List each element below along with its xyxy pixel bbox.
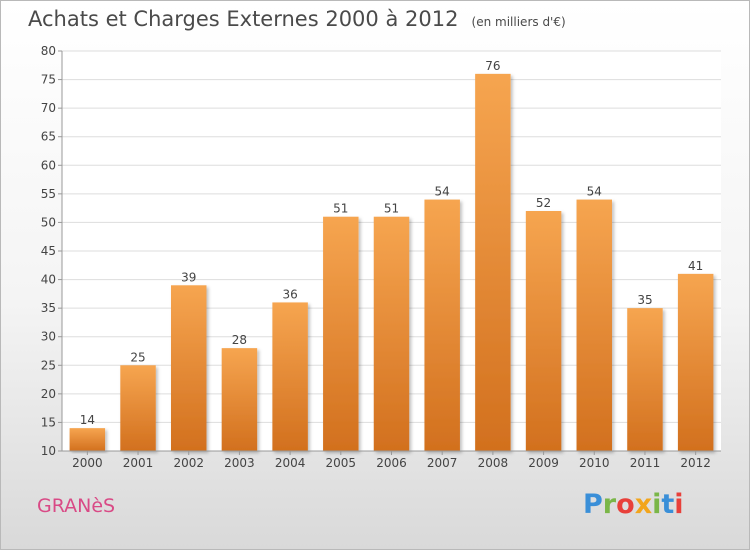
y-tick-label: 40: [41, 273, 56, 287]
value-label-2001: 25: [130, 350, 145, 364]
bar-2012: [677, 273, 714, 451]
logo-letter: t: [661, 489, 675, 520]
chart-unit: (en milliers d'€): [471, 15, 566, 29]
bar-2000: [69, 428, 106, 451]
x-tick-label-2000: 2000: [72, 456, 103, 470]
y-tick-label: 55: [41, 187, 56, 201]
bar-2002: [170, 285, 207, 451]
bar-2003: [221, 348, 258, 451]
commune-name: GRANèS: [37, 495, 116, 517]
title-row: Achats et Charges Externes 2000 à 2012 (…: [28, 7, 566, 31]
value-label-2003: 28: [232, 333, 247, 347]
x-tick-label-2006: 2006: [376, 456, 407, 470]
bar-2009: [525, 211, 562, 451]
y-tick-label: 10: [41, 444, 56, 458]
value-label-2002: 39: [181, 270, 196, 284]
chart-title: Achats et Charges Externes 2000 à 2012: [28, 7, 459, 31]
y-tick-label: 80: [41, 44, 56, 58]
y-tick-label: 35: [41, 301, 56, 315]
bar-2001: [120, 365, 156, 451]
x-tick-label-2010: 2010: [579, 456, 610, 470]
x-tick-label-2011: 2011: [630, 456, 661, 470]
value-label-2006: 51: [384, 202, 399, 216]
y-tick-label: 15: [41, 415, 56, 429]
x-tick-label-2007: 2007: [427, 456, 458, 470]
y-tick-label: 45: [41, 244, 56, 258]
value-label-2010: 54: [587, 185, 602, 199]
y-tick-label: 50: [41, 215, 56, 229]
x-tick-label-2001: 2001: [123, 456, 154, 470]
bar-2004: [272, 302, 308, 451]
x-tick-label-2008: 2008: [478, 456, 509, 470]
value-label-2012: 41: [688, 259, 703, 273]
x-tick-label-2012: 2012: [680, 456, 711, 470]
logo-letter: i: [674, 489, 684, 520]
bar-2011: [627, 308, 663, 451]
bar-2005: [323, 216, 359, 451]
logo-letter: o: [616, 489, 635, 520]
x-tick-label-2002: 2002: [173, 456, 204, 470]
y-tick-label: 30: [41, 330, 56, 344]
y-tick-label: 75: [41, 73, 56, 87]
value-label-2008: 76: [485, 59, 500, 73]
value-label-2011: 35: [637, 293, 652, 307]
value-label-2004: 36: [282, 287, 297, 301]
y-tick-label: 60: [41, 158, 56, 172]
y-tick-label: 65: [41, 130, 56, 144]
value-label-2009: 52: [536, 196, 551, 210]
proxiti-logo: Proxiti: [583, 489, 684, 520]
bar-2010: [576, 199, 613, 451]
logo-letter: i: [652, 489, 662, 520]
y-tick-label: 25: [41, 358, 56, 372]
logo-letter: P: [583, 489, 603, 520]
bar-2008: [475, 73, 511, 451]
x-tick-label-2005: 2005: [326, 456, 357, 470]
y-tick-label: 20: [41, 387, 56, 401]
value-label-2007: 54: [435, 185, 450, 199]
bar-2006: [373, 216, 410, 451]
value-label-2000: 14: [80, 413, 95, 427]
logo-letter: r: [602, 489, 617, 520]
x-tick-label-2003: 2003: [224, 456, 255, 470]
bar-2007: [424, 199, 460, 451]
logo-letter: x: [634, 489, 653, 520]
x-tick-label-2004: 2004: [275, 456, 306, 470]
y-tick-label: 70: [41, 101, 56, 115]
value-label-2005: 51: [333, 202, 348, 216]
x-tick-label-2009: 2009: [528, 456, 559, 470]
